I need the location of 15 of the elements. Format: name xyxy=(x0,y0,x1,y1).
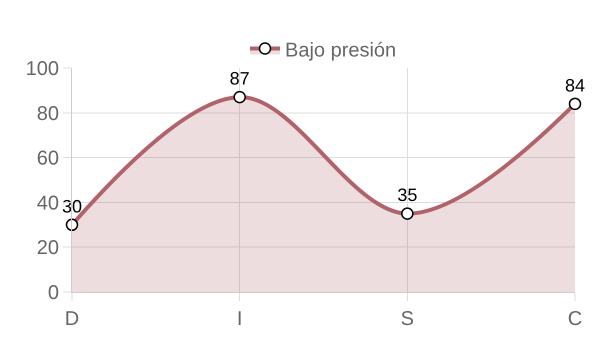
x-tick-label: S xyxy=(400,308,414,330)
y-tick-label: 60 xyxy=(36,148,59,170)
legend-label: Bajo presión xyxy=(285,39,396,62)
y-tick-label: 100 xyxy=(26,58,59,80)
y-tick-label: 80 xyxy=(36,102,59,125)
data-label: 87 xyxy=(230,68,250,89)
x-tick-label: D xyxy=(64,308,80,330)
x-tick-label: I xyxy=(236,308,242,330)
data-label: 84 xyxy=(564,75,586,96)
x-tick-label: C xyxy=(568,308,582,330)
y-tick-label: 40 xyxy=(36,192,59,214)
data-label: 30 xyxy=(62,196,82,216)
y-tick-label: 0 xyxy=(48,282,59,304)
data-label: 35 xyxy=(397,185,418,206)
y-tick-label: 20 xyxy=(36,237,59,260)
